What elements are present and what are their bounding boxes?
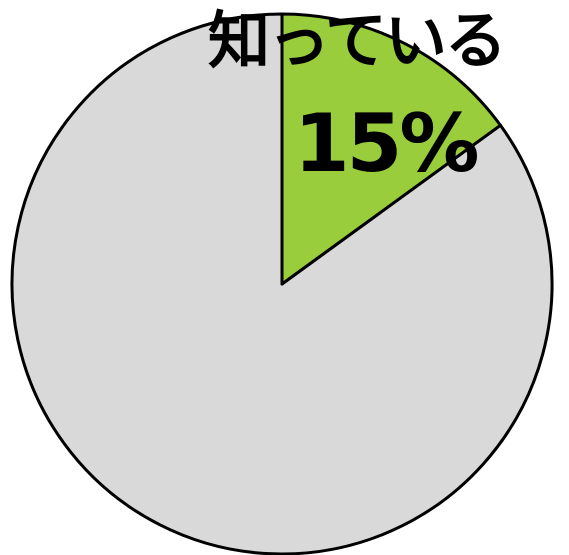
- slice-percent-label-known: 15%: [294, 97, 479, 190]
- pie-slice-known: [280, 12, 502, 286]
- slice-label-known: 知っている: [208, 4, 507, 77]
